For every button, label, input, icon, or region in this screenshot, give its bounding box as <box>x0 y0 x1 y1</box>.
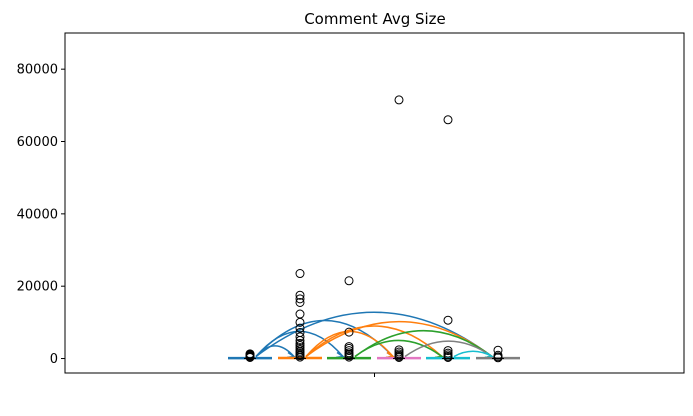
outlier-1-7 <box>295 341 305 351</box>
outlier-1-14 <box>295 309 305 319</box>
outlier-4-6 <box>443 115 453 125</box>
outlier-2-4 <box>344 346 354 356</box>
outlier-1-17 <box>295 290 305 300</box>
outlier-1-11 <box>295 327 305 337</box>
outlier-1-12 <box>295 323 305 333</box>
outlier-3-5 <box>394 345 404 355</box>
outlier-2-6 <box>344 342 354 352</box>
outlier-1-8 <box>295 338 305 348</box>
arc-9 <box>404 340 493 358</box>
outlier-0-5 <box>245 349 255 359</box>
arc-5 <box>305 325 443 358</box>
outlier-1-6 <box>295 343 305 353</box>
outlier-4-4 <box>443 346 453 356</box>
outlier-2-7 <box>344 327 354 337</box>
outlier-1-16 <box>295 294 305 304</box>
outlier-3-4 <box>394 347 404 357</box>
outlier-3-6 <box>394 95 404 105</box>
y-tick-label: 0 <box>50 352 58 367</box>
y-tick-label: 60000 <box>17 135 58 150</box>
y-tick-label: 20000 <box>17 280 58 295</box>
outlier-1-18 <box>295 269 305 279</box>
y-tick-label: 40000 <box>17 207 58 222</box>
outlier-2-3 <box>344 348 354 358</box>
plot-marks <box>228 95 520 363</box>
outlier-2-8 <box>344 276 354 286</box>
outlier-5-2 <box>493 350 503 360</box>
outlier-1-10 <box>295 332 305 342</box>
outlier-5-3 <box>493 345 503 355</box>
y-tick-label: 80000 <box>17 63 58 78</box>
outlier-1-15 <box>295 297 305 307</box>
outlier-4-5 <box>443 315 453 325</box>
outlier-4-3 <box>443 348 453 358</box>
axes: 0 20000 40000 60000 80000 <box>17 63 375 377</box>
chart-title: Comment Avg Size <box>304 10 446 28</box>
arc-8 <box>354 330 493 358</box>
plot-frame <box>64 32 685 374</box>
